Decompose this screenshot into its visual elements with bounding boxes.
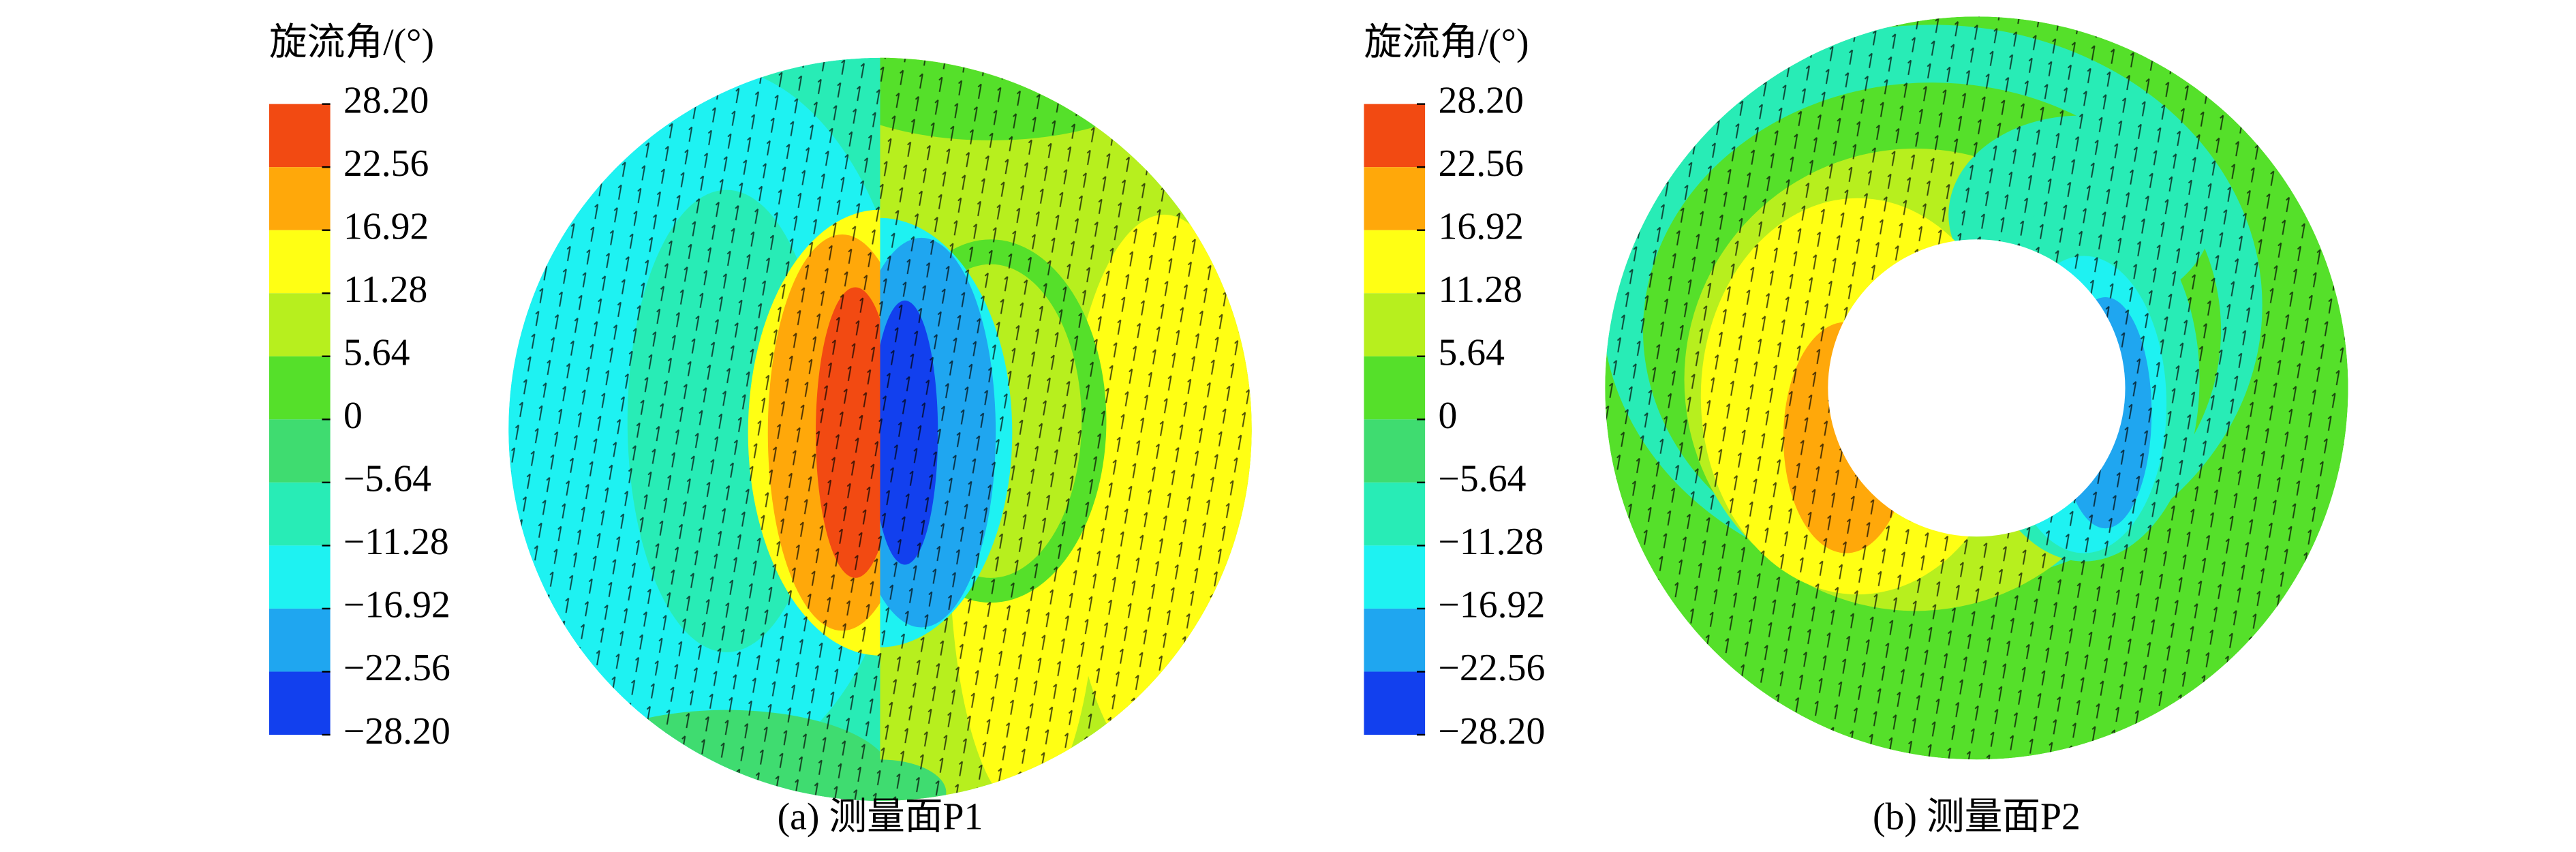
vector-overlay	[1605, 16, 2348, 760]
colorbar-tick-label: 22.56	[1439, 142, 1524, 185]
colorbar-tick-label: 0	[1439, 395, 1458, 437]
colorbar-block	[269, 608, 331, 672]
colorbar-tick-label: 28.20	[1439, 79, 1524, 121]
colorbar-block	[269, 230, 331, 294]
colorbar-block	[269, 545, 331, 609]
colorbar-tick-label: −11.28	[1439, 521, 1544, 563]
colorbar-label: 旋流角/(°)	[1364, 22, 1529, 64]
colorbar-tick-label: 5.64	[1439, 332, 1505, 374]
colorbar-block	[269, 671, 331, 735]
colorbar-tick-label: −11.28	[343, 521, 449, 563]
colorbar-block	[1364, 671, 1426, 735]
colorbar-tick-label: 0	[343, 395, 363, 437]
colorbar-tick-label: 28.20	[343, 79, 429, 121]
caption: (b) 测量面P2	[1873, 796, 2081, 838]
contour-plot-a	[508, 57, 1252, 801]
colorbar-block	[269, 167, 331, 230]
colorbar-tick-label: −16.92	[343, 584, 450, 626]
colorbar-block	[1364, 104, 1426, 168]
colorbar-block	[269, 293, 331, 356]
contour-plot-b	[1605, 16, 2348, 760]
vector-overlay	[508, 57, 1252, 801]
caption: (a) 测量面P1	[778, 796, 983, 838]
colorbar-block	[269, 482, 331, 546]
colorbar-block	[1364, 356, 1426, 420]
colorbar-tick-label: −16.92	[1439, 584, 1546, 626]
colorbar-tick-label: −22.56	[1439, 647, 1546, 689]
colorbar-tick-label: 16.92	[343, 205, 429, 247]
colorbar-block	[1364, 545, 1426, 609]
colorbar-tick-label: −22.56	[343, 647, 450, 689]
colorbar-block	[1364, 608, 1426, 672]
colorbar-tick-label: 11.28	[343, 269, 427, 311]
colorbar-block	[269, 356, 331, 420]
colorbar-tick-label: 22.56	[343, 142, 429, 185]
colorbar-tick-label: −28.20	[343, 710, 450, 752]
colorbar-block	[1364, 482, 1426, 546]
colorbar-label: 旋流角/(°)	[269, 22, 434, 64]
colorbar-tick-label: −5.64	[1439, 458, 1527, 500]
colorbar-tick-label: 11.28	[1439, 269, 1522, 311]
colorbar-block	[1364, 293, 1426, 356]
colorbar-tick-label: 5.64	[343, 332, 410, 374]
colorbar-block	[1364, 167, 1426, 230]
colorbar-tick-label: 16.92	[1439, 205, 1524, 247]
annulus-hole	[1828, 239, 2126, 537]
colorbar-block	[269, 419, 331, 483]
colorbar-tick-label: −28.20	[1439, 710, 1546, 752]
colorbar-block	[269, 104, 331, 168]
colorbar-block	[1364, 230, 1426, 294]
colorbar-tick-label: −5.64	[343, 458, 431, 500]
colorbar-block	[1364, 419, 1426, 483]
